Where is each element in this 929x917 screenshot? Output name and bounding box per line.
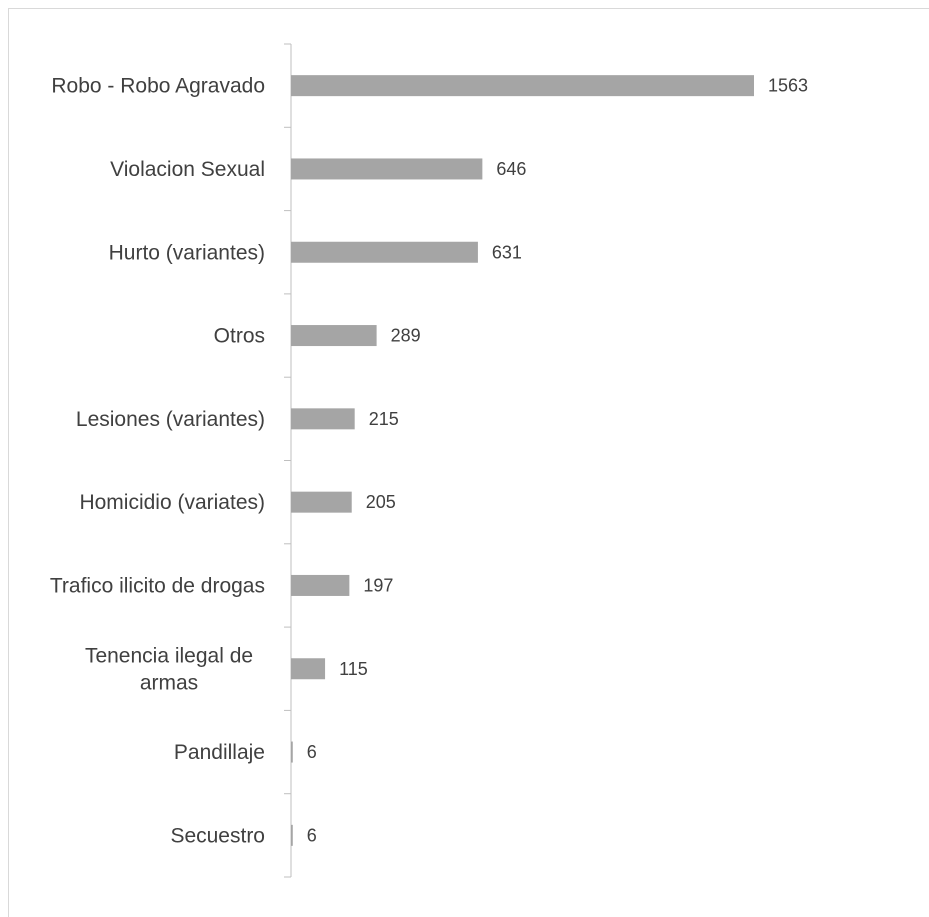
data-label: 6 <box>307 742 317 762</box>
bar <box>291 658 326 680</box>
category-label: Trafico ilicito de drogas <box>50 574 265 597</box>
bar <box>291 574 350 596</box>
category-label: Secuestro <box>170 824 265 847</box>
data-label: 205 <box>366 492 396 512</box>
category-label: Lesiones (variantes) <box>76 408 265 431</box>
category-label: Robo - Robo Agravado <box>51 75 265 98</box>
plot-area: 1563 Robo - Robo Agravado 646 Violacion Sex… <box>50 43 808 878</box>
category-label: Pandillaje <box>174 741 265 764</box>
bar <box>291 741 293 763</box>
bar <box>291 75 754 97</box>
data-label: 289 <box>391 326 421 346</box>
data-label: 215 <box>369 409 399 429</box>
bar <box>291 325 377 347</box>
category-label: Violacion Sexual <box>110 158 265 181</box>
category-label: Homicidio (variates) <box>79 491 265 514</box>
data-label: 631 <box>492 242 522 262</box>
category-label: Otros <box>214 325 265 348</box>
bar <box>291 408 355 430</box>
data-label: 197 <box>363 575 393 595</box>
data-label: 6 <box>307 825 317 845</box>
category-label: Hurto (variantes) <box>109 241 265 264</box>
data-label: 1563 <box>768 76 808 96</box>
bar <box>291 158 483 180</box>
data-label: 646 <box>496 159 526 179</box>
data-label: 115 <box>339 659 368 679</box>
bar <box>291 824 293 846</box>
bar <box>291 491 352 513</box>
category-label: Tenencia ilegal de armas <box>85 644 253 694</box>
chart-frame <box>8 8 929 917</box>
category-label-line: armas <box>140 671 198 694</box>
bar <box>291 241 478 263</box>
category-label-line: Tenencia ilegal de <box>85 644 253 667</box>
